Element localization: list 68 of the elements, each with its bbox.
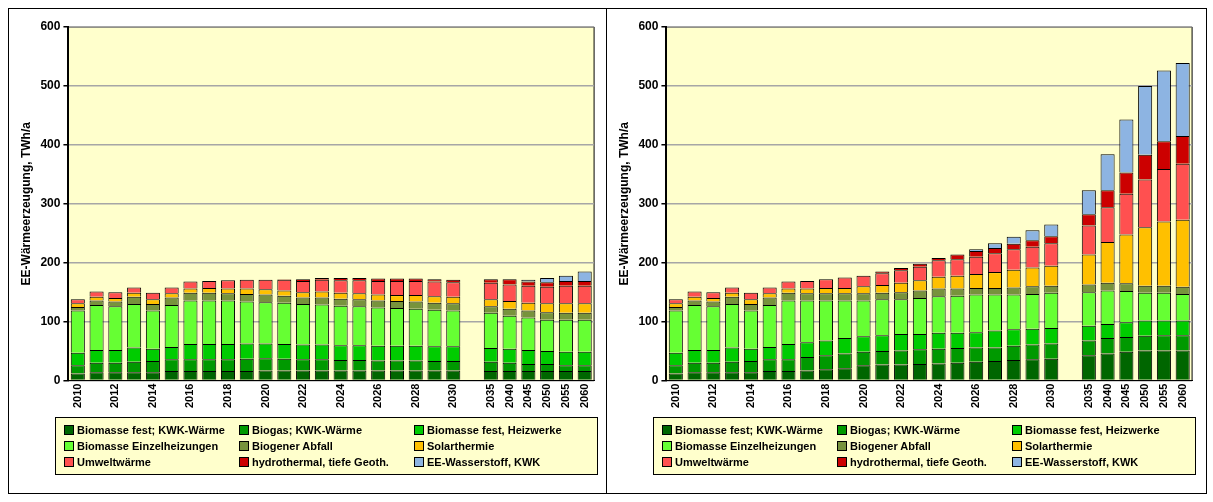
x-tick-label: 2020: [258, 383, 271, 409]
x-tick-label: 2024: [931, 382, 944, 409]
legend-label: Biogener Abfall: [850, 440, 931, 452]
x-tick-label: 2022: [296, 383, 309, 409]
x-tick-label: 2040: [1100, 383, 1113, 409]
x-tick-label: 2022: [894, 383, 907, 409]
x-tick-label: 2012: [108, 383, 121, 409]
y-tick-label: 400: [40, 137, 61, 152]
legend-label: Solarthermie: [427, 440, 495, 452]
y-tick-label: 500: [40, 78, 61, 93]
y-tick-label: 0: [53, 372, 61, 387]
y-tick-label: 400: [638, 137, 659, 152]
x-tick-label: 2020: [856, 383, 869, 409]
x-tick-label: 2010: [668, 383, 681, 409]
x-tick-label: 2030: [1044, 383, 1057, 409]
x-tick-label: 2045: [521, 383, 534, 409]
x-tick-label: 2055: [1156, 383, 1169, 409]
legend-label: Biomasse Einzelheizungen: [77, 440, 219, 452]
legend-label: Biomasse fest; KWK-Wärme: [77, 424, 225, 436]
y-tick-label: 0: [651, 372, 659, 387]
legend-label: EE-Wasserstoff, KWK: [427, 456, 541, 468]
x-tick-label: 2012: [706, 383, 719, 409]
legend-label: Biogener Abfall: [252, 440, 333, 452]
legend-label: Umweltwärme: [675, 456, 749, 468]
y-tick-label: 200: [638, 255, 659, 269]
x-tick-label: 2030: [446, 383, 459, 409]
x-tick-label: 2026: [969, 383, 982, 409]
y-tick-label: 100: [40, 313, 61, 328]
x-tick-label: 2050: [1138, 383, 1151, 409]
x-tick-label: 2035: [483, 383, 496, 409]
legend-label: hydrothermal, tiefe Geoth.: [850, 456, 987, 468]
x-tick-label: 2050: [540, 383, 553, 409]
x-tick-label: 2045: [1119, 383, 1132, 409]
y-axis-title: EE-Wärmeerzeugung, TWh/a: [616, 121, 631, 286]
legend-label: EE-Wasserstoff, KWK: [1025, 456, 1139, 468]
x-tick-label: 2035: [1081, 383, 1094, 409]
x-tick-label: 2055: [558, 383, 571, 409]
x-tick-label: 2060: [1175, 383, 1188, 409]
x-tick-label: 2010: [70, 383, 83, 409]
x-tick-label: 2014: [743, 382, 756, 409]
y-tick-label: 600: [638, 19, 659, 34]
y-tick-label: 500: [638, 78, 659, 93]
x-tick-label: 2016: [781, 383, 794, 409]
legend-label: Biogas; KWK-Wärme: [252, 424, 363, 436]
legend-label: Biogas; KWK-Wärme: [850, 424, 961, 436]
x-tick-label: 2040: [502, 383, 515, 409]
x-tick-label: 2018: [819, 383, 832, 409]
y-tick-label: 600: [40, 19, 61, 34]
x-tick-label: 2028: [408, 383, 421, 409]
y-axis-title: EE-Wärmeerzeugung, TWh/a: [18, 121, 33, 286]
legend-label: Biomasse fest, Heizwerke: [1025, 424, 1160, 436]
x-tick-label: 2018: [221, 383, 234, 409]
y-tick-label: 200: [40, 255, 61, 269]
legend-label: Solarthermie: [1025, 440, 1093, 452]
x-tick-label: 2024: [333, 382, 346, 409]
y-tick-label: 300: [40, 196, 61, 211]
x-tick-label: 2026: [371, 383, 384, 409]
legend-label: hydrothermal, tiefe Geoth.: [252, 456, 389, 468]
legend-label: Umweltwärme: [77, 456, 151, 468]
y-tick-label: 300: [638, 196, 659, 211]
legend-label: Biomasse fest, Heizwerke: [427, 424, 562, 436]
x-tick-label: 2028: [1006, 383, 1019, 409]
y-tick-label: 100: [638, 313, 659, 328]
legend-label: Biomasse Einzelheizungen: [675, 440, 817, 452]
x-tick-label: 2014: [145, 382, 158, 409]
legend-label: Biomasse fest; KWK-Wärme: [675, 424, 823, 436]
x-tick-label: 2016: [183, 383, 196, 409]
x-tick-label: 2060: [577, 383, 590, 409]
